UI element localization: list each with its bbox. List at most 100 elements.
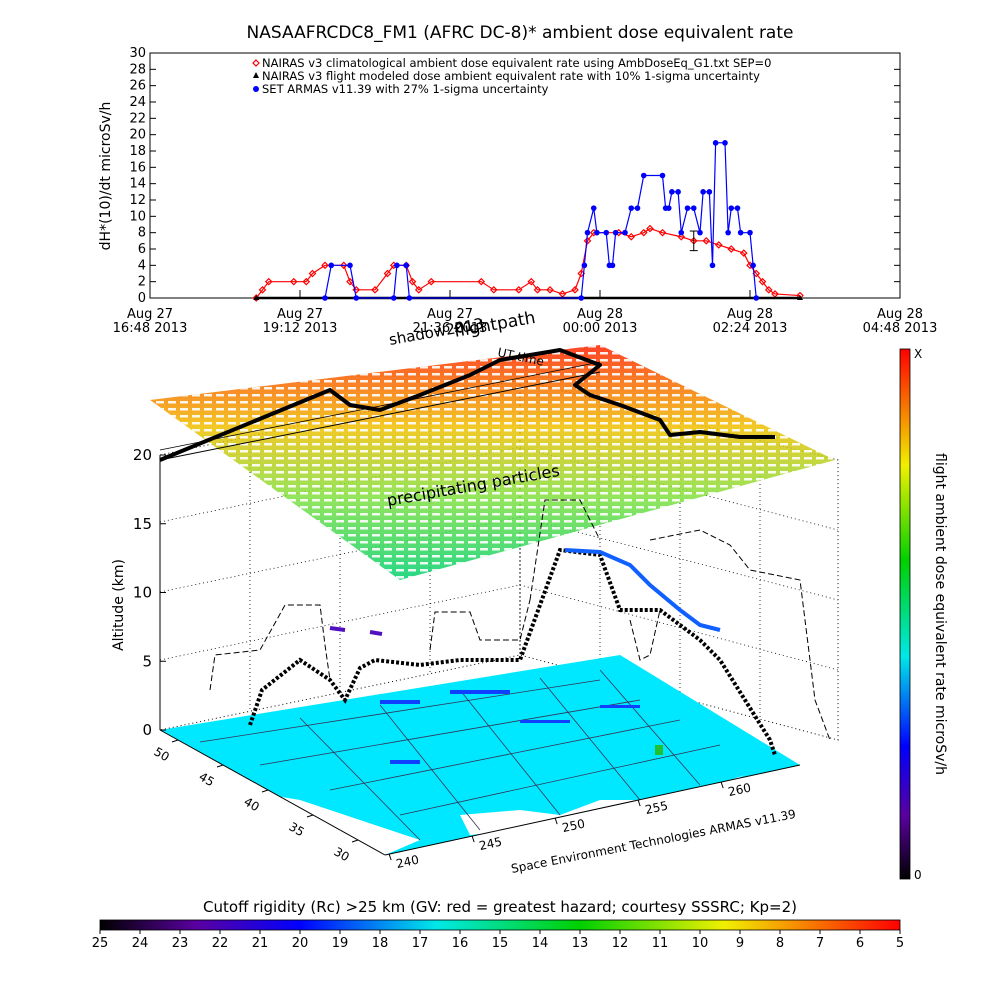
rigidity-tick-label: 9	[736, 936, 744, 951]
data-point	[403, 262, 410, 269]
y-axis-label: dH*(10)/dt microSv/h	[98, 102, 114, 251]
rigidity-gradient	[99, 919, 901, 931]
back-wall-right	[519, 379, 839, 741]
data-point	[750, 262, 756, 269]
altitude-tick-label: 20	[133, 446, 152, 464]
rigidity-tick-label: 12	[612, 936, 629, 951]
x-tick-label: 00:00 2013	[563, 321, 638, 336]
rigidity-tick-label: 20	[292, 936, 309, 951]
data-point	[659, 172, 666, 179]
dose-rate-colorbar: X 0 flight ambient dose equivalent rate …	[899, 347, 948, 882]
legend-label: SET ARMAS v11.39 with 27% 1-sigma uncert…	[262, 82, 549, 96]
data-point	[634, 205, 641, 211]
data-point	[764, 285, 773, 294]
data-point	[728, 205, 735, 211]
data-point	[639, 228, 648, 237]
data-point	[253, 295, 260, 300]
data-point	[739, 249, 748, 257]
altitude-tick-label: 5	[142, 652, 152, 670]
legend-marker	[253, 86, 259, 92]
series-line	[255, 227, 801, 299]
data-point	[581, 262, 588, 269]
rigidity-title: Cutoff rigidity (Rc) >25 km (GV: red = g…	[203, 898, 797, 916]
rigidity-tick-label: 15	[492, 936, 509, 951]
data-point	[712, 140, 719, 146]
data-point	[612, 229, 619, 236]
colorbar-max: X	[914, 347, 922, 361]
latitude-tick-label: 30	[332, 844, 352, 864]
altitude-ticks: 0 5 10 15 20	[133, 446, 166, 739]
plane-dash-overlay	[150, 345, 835, 580]
series-line	[324, 142, 757, 299]
data-point	[514, 285, 523, 294]
y-tick-label: 28	[129, 62, 146, 77]
legend: NAIRAS v3 climatological ambient dose eq…	[252, 56, 771, 96]
longitude-tick	[388, 853, 392, 861]
data-point	[533, 285, 542, 294]
data-point	[727, 245, 736, 253]
data-point	[427, 277, 436, 286]
y-tick-label: 14	[129, 177, 146, 192]
longitude-tick-label: 255	[644, 799, 669, 817]
altitude-tick-label: 10	[133, 584, 152, 602]
data-point	[258, 285, 267, 294]
data-point	[322, 295, 328, 301]
legend-label: NAIRAS v3 climatological ambient dose eq…	[262, 56, 771, 70]
rigidity-tick-label: 7	[816, 936, 824, 951]
legend-marker	[252, 59, 260, 67]
shadow-lines	[209, 499, 831, 741]
data-point	[590, 205, 597, 211]
y-tick-label: 20	[129, 128, 146, 143]
data-point	[665, 205, 672, 211]
data-point	[347, 262, 353, 269]
rigidity-ticks: 25 24 23 22 21 20 19 18 17 16 15 14 13 12 11 10 9 8 7 6 5	[92, 930, 904, 951]
data-point	[353, 295, 360, 301]
x-tick-label: Aug 27	[277, 307, 323, 322]
data-point	[346, 277, 354, 286]
data-point	[594, 229, 600, 236]
y-tick-label: 18	[129, 144, 146, 159]
latitude-tick	[261, 789, 269, 793]
data-point	[714, 241, 723, 249]
data-point	[571, 285, 579, 294]
data-point	[627, 232, 636, 241]
data-point	[709, 262, 716, 269]
data-point	[609, 262, 616, 269]
flightpath-3d-colored	[329, 626, 383, 636]
data-point	[758, 277, 767, 286]
flightpath-shadow	[159, 348, 775, 462]
data-point	[640, 172, 647, 179]
data-point	[678, 229, 685, 236]
rigidity-tick-label: 19	[332, 936, 349, 951]
data-point	[684, 205, 691, 211]
y-tick-label: 4	[138, 258, 146, 273]
data-point	[321, 261, 329, 270]
map-blue-features	[380, 690, 663, 764]
data-point	[646, 224, 654, 233]
latitude-tick	[216, 764, 224, 768]
altitude-tick-label: 15	[133, 515, 152, 533]
x-tick-label: 16:48 2013	[113, 321, 188, 336]
data-point	[390, 295, 397, 301]
longitude-axis	[384, 764, 801, 856]
latitude-tick	[306, 814, 314, 818]
longitude-tick-label: 240	[395, 853, 420, 871]
longitude-tick-label: 260	[727, 781, 752, 799]
y-tick-label: 10	[129, 209, 146, 224]
flight-3d-view: 0 5 10 15 20 Altitude (km) 50 45 40 35 30 240 245…	[111, 308, 839, 876]
legend-label: NAIRAS v3 flight modeled dose ambient eq…	[262, 69, 760, 83]
latitude-tick	[351, 839, 359, 843]
y-tick-label: 26	[129, 79, 146, 94]
y-tick-label: 24	[129, 95, 146, 110]
latitude-tick-label: 45	[197, 769, 217, 789]
data-point	[264, 277, 273, 286]
data-point	[339, 261, 348, 270]
longitude-tick-label: 250	[561, 817, 586, 835]
data-point	[797, 295, 803, 300]
colorbar-gradient	[899, 348, 911, 880]
y-tick-label: 6	[138, 242, 146, 257]
data-point	[578, 295, 585, 301]
rigidity-colorbar: Cutoff rigidity (Rc) >25 km (GV: red = g…	[92, 898, 904, 951]
y-tick-label: 8	[138, 226, 146, 241]
